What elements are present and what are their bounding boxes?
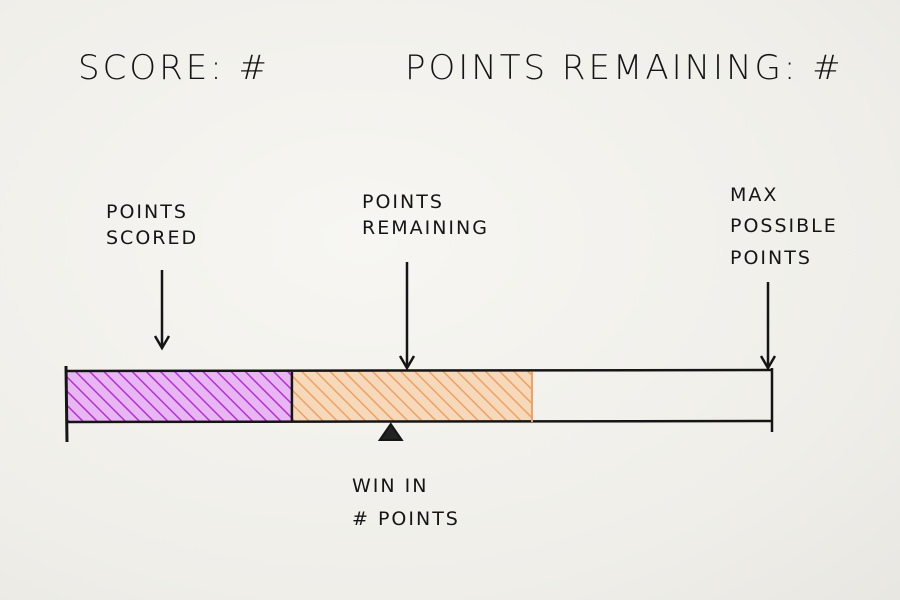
points-remaining-annotation: POINTS REMAINING [362, 191, 489, 239]
arrow-max-possible-points [759, 282, 777, 371]
win-in-points-annotation: WIN IN # POINTS [352, 475, 460, 531]
win-marker-triangle [377, 422, 404, 441]
points-remaining-header: POINTS REMAINING: # [405, 48, 844, 88]
bar-left-edge [64, 365, 69, 443]
scored-segment [66, 371, 292, 422]
bar-bottom-edge [65, 419, 773, 424]
max-possible-points-annotation: MAX POSSIBLE POINTS [730, 184, 838, 269]
bar-top-edge [65, 368, 773, 373]
score-label: SCORE: # [78, 48, 270, 88]
arrow-points-remaining [398, 262, 416, 371]
arrow-points-scored [153, 270, 171, 351]
remaining-segment [291, 371, 532, 422]
points-scored-annotation: POINTS SCORED [106, 201, 199, 249]
